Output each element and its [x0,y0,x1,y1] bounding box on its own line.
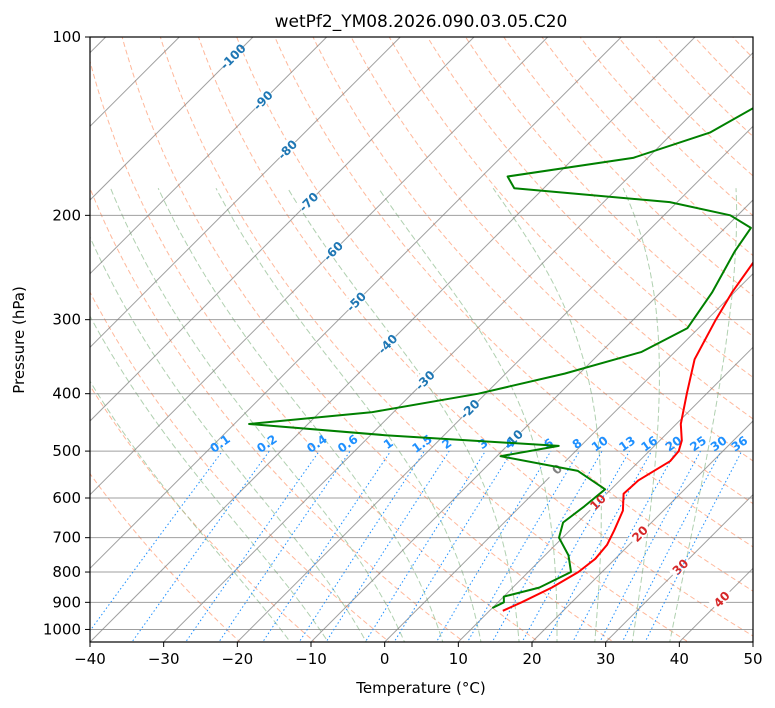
x-tick-label: 50 [743,650,762,668]
isotherm-label-bg [319,237,345,263]
dry-adiabat [464,37,753,337]
isotherm-line [90,37,254,201]
x-tick-label: −40 [74,650,106,668]
isotherm-label-bg [708,586,734,611]
y-axis-label: Pressure (hPa) [10,286,28,394]
dry-adiabat [90,472,241,642]
isotherm-label-bg [456,395,482,421]
dewpoint-line [248,107,753,609]
isotherm-label-bg [374,330,400,356]
moist-adiabat [378,187,558,642]
y-tick-label: 300 [52,311,81,329]
mixing-ratio-line [185,450,320,642]
dry-adiabat [350,37,753,462]
mixing-ratio-line [491,450,603,642]
plot-frame [89,36,754,643]
dry-adiabat [274,37,753,548]
dry-adiabat [121,37,615,642]
y-tick-label: 400 [52,385,81,403]
x-tick-label: −20 [222,650,254,668]
isotherm-line [457,346,753,642]
x-axis: −40 −30 −20 −10 0 10 20 30 40 50 [74,642,763,668]
dry-adiabat [90,59,540,642]
mixing-ratio-line [262,450,392,642]
isotherm-label-bg [626,520,652,546]
profile-lines [248,107,753,612]
moist-adiabat [90,380,291,642]
isotherm-line [310,199,753,642]
moist-adiabat [157,187,444,642]
isotherm-label-bg [249,87,275,112]
y-tick-label: 200 [52,206,81,224]
isotherm-label-bg [500,426,525,451]
dry-adiabat [236,37,753,592]
dry-adiabat [426,37,753,378]
isotherm-label-bg [295,188,321,214]
grid-lines [90,37,753,642]
isotherm-label-bg [219,43,245,69]
mixing-ratio-line [131,450,270,642]
mixing-ratio-line [218,450,351,642]
y-tick-label: 1000 [43,620,81,638]
mixing-ratio-line [435,450,552,642]
isotherm-line [90,37,328,275]
dry-adiabat [541,37,753,257]
y-tick-label: 800 [52,563,81,581]
isotherm-line [236,125,753,642]
x-tick-label: 20 [522,650,541,668]
dry-adiabat [159,37,690,642]
y-tick-label: 600 [52,489,81,507]
moist-adiabat [90,314,329,642]
mixing-ratio-line [644,450,743,642]
isotherm-label-bg [342,288,368,314]
dry-adiabat [90,186,465,642]
moist-adiabat [669,188,738,642]
isotherm-line [384,272,753,642]
y-axis: 100 200 300 400 500 600 700 800 900 1000 [43,28,90,638]
y-tick-label: 700 [52,529,81,547]
chart-title: wetPf2_YM08.2026.090.03.05.C20 [275,12,568,32]
isotherm-line [90,37,622,570]
y-tick-label: 500 [52,442,81,460]
isotherm-label-bg [411,367,437,392]
moist-adiabat [492,187,602,642]
x-tick-label: 30 [596,650,615,668]
mixing-ratio-line [325,450,450,642]
moist-adiabat [90,235,367,642]
isotherm-line [90,37,475,422]
dry-adiabat [90,384,316,642]
moist-adiabat [110,188,406,642]
isotherm-line [605,493,753,642]
x-tick-label: −10 [295,650,327,668]
isotherm-line [163,51,753,642]
dry-adiabat [388,37,753,420]
moist-adiabat [287,187,520,642]
x-tick-label: 0 [380,650,390,668]
isotherm-label-bg [274,136,299,162]
isotherm-label-bg [543,456,569,481]
temperature-line [502,261,753,612]
x-tick-label: 40 [670,650,689,668]
dry-adiabat [197,37,753,637]
y-tick-label: 900 [52,593,81,611]
x-axis-label: Temperature (°C) [355,679,485,697]
mixing-ratio-line [298,450,425,642]
mixing-ratio-line [466,450,580,642]
x-tick-label: 10 [449,650,468,668]
dry-adiabat [655,37,753,138]
dry-adiabat [617,37,753,177]
dry-adiabat [312,37,753,505]
isotherm-label-bg [584,488,610,514]
y-tick-label: 100 [52,28,81,46]
x-tick-label: −30 [148,650,180,668]
moist-adiabat [622,187,660,642]
isotherm-line [90,37,549,496]
isotherm-line [90,37,401,349]
